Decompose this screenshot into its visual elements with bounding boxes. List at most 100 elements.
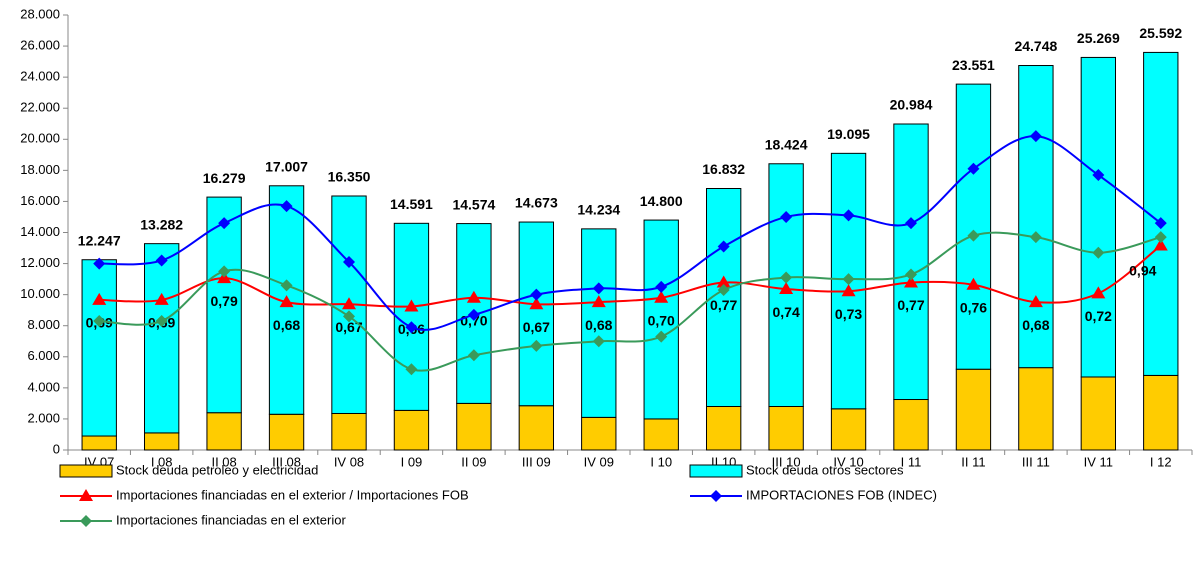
line-marker xyxy=(905,268,917,281)
x-tick-label: II 08 xyxy=(211,454,236,469)
line-marker xyxy=(342,297,356,310)
total-label: 24.748 xyxy=(1014,38,1057,54)
line-marker xyxy=(841,284,856,297)
bar xyxy=(268,413,305,451)
line-marker xyxy=(1154,231,1167,244)
data-label: 0,73 xyxy=(835,306,862,322)
line-marker xyxy=(467,349,480,362)
y-tick-label: 10.000 xyxy=(20,286,60,301)
x-tick-label: III 11 xyxy=(1022,454,1050,469)
line-marker xyxy=(1028,295,1043,308)
data-label: 0,79 xyxy=(210,293,237,309)
y-tick-label: 22.000 xyxy=(20,100,60,115)
line-marker xyxy=(154,292,169,305)
total-label: 23.551 xyxy=(952,57,995,73)
line-marker xyxy=(1092,246,1105,259)
total-label: 14.673 xyxy=(515,195,558,211)
bar xyxy=(518,405,555,451)
x-tick-label: II 09 xyxy=(461,454,486,469)
legend-marker xyxy=(79,489,93,501)
bar xyxy=(830,408,867,451)
x-tick-label: IV 10 xyxy=(833,454,863,469)
x-tick-label: III 08 xyxy=(272,454,301,469)
line-marker xyxy=(654,290,669,303)
y-tick-label: 24.000 xyxy=(20,69,60,84)
y-tick-label: 0 xyxy=(53,441,60,456)
bar xyxy=(705,406,742,451)
data-label: 0,76 xyxy=(960,299,987,315)
bar xyxy=(1080,376,1117,451)
total-label: 14.574 xyxy=(452,196,495,212)
line-marker xyxy=(93,315,106,328)
bar xyxy=(393,409,430,451)
y-tick-label: 14.000 xyxy=(20,224,60,239)
x-tick-label: I 11 xyxy=(901,454,922,469)
y-tick-label: 6.000 xyxy=(27,348,60,363)
total-label: 16.279 xyxy=(203,170,246,186)
line-marker xyxy=(218,265,231,278)
line-marker xyxy=(1091,286,1106,299)
bar xyxy=(518,221,555,407)
line-marker xyxy=(1029,231,1042,244)
data-label: 0,68 xyxy=(1022,317,1049,333)
line-marker xyxy=(1153,238,1168,251)
line-marker xyxy=(467,308,480,321)
line-marker xyxy=(717,240,730,253)
total-label: 19.095 xyxy=(827,126,870,142)
y-tick-label: 20.000 xyxy=(20,131,60,146)
line-marker xyxy=(155,315,168,328)
total-label: 14.591 xyxy=(390,196,433,212)
line-marker xyxy=(780,271,793,284)
data-label: 0,68 xyxy=(273,317,300,333)
line-marker xyxy=(967,229,980,242)
line-marker xyxy=(405,321,418,334)
x-tick-label: I 10 xyxy=(650,454,672,469)
y-tick-label: 16.000 xyxy=(20,193,60,208)
legend-label: Stock deuda otros sectores xyxy=(746,462,904,477)
line xyxy=(99,244,1162,308)
bar xyxy=(456,402,492,451)
data-label: 0,94 xyxy=(1129,262,1156,278)
data-label: 0,77 xyxy=(710,297,737,313)
line-marker xyxy=(717,283,730,296)
total-label: 16.350 xyxy=(328,169,371,185)
line-marker xyxy=(155,254,168,267)
data-label: 0,68 xyxy=(585,317,612,333)
line-marker xyxy=(655,280,668,293)
x-tick-label: I 09 xyxy=(401,454,423,469)
bar xyxy=(143,243,180,434)
line-marker xyxy=(904,275,918,288)
line-marker xyxy=(966,277,981,290)
x-tick-label: IV 11 xyxy=(1084,454,1113,469)
line-marker xyxy=(1029,130,1042,143)
y-tick-label: 4.000 xyxy=(27,379,60,394)
line-marker xyxy=(842,209,855,222)
total-label: 14.800 xyxy=(640,193,683,209)
line xyxy=(99,231,1162,372)
x-tick-label: IV 09 xyxy=(584,454,614,469)
line-marker xyxy=(343,310,355,323)
legend-swatch xyxy=(689,464,743,478)
line-marker xyxy=(529,297,544,310)
line-marker xyxy=(655,330,668,343)
x-tick-label: I 12 xyxy=(1150,454,1172,469)
bar xyxy=(81,435,117,451)
bar xyxy=(81,259,117,437)
data-label: 0,72 xyxy=(1085,308,1112,324)
x-tick-label: I 08 xyxy=(151,454,173,469)
line-marker xyxy=(404,299,419,312)
line-marker xyxy=(405,363,418,376)
line-marker xyxy=(592,335,605,348)
legend-swatch xyxy=(59,464,113,478)
line-marker xyxy=(905,217,917,230)
bar xyxy=(1018,65,1054,369)
bar xyxy=(581,416,617,451)
line-marker xyxy=(92,292,107,305)
total-label: 12.247 xyxy=(78,232,121,248)
bar xyxy=(206,196,242,414)
bar xyxy=(331,412,367,451)
bar xyxy=(1080,56,1117,378)
total-label: 20.984 xyxy=(890,97,933,113)
line-marker xyxy=(592,282,605,295)
